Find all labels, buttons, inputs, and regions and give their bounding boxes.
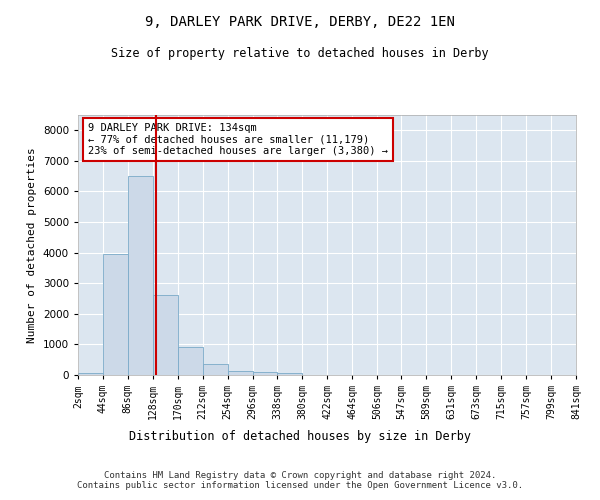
Bar <box>78 374 103 375</box>
Bar <box>153 296 178 375</box>
Text: Contains HM Land Registry data © Crown copyright and database right 2024.
Contai: Contains HM Land Registry data © Crown c… <box>77 470 523 490</box>
Bar <box>227 372 253 375</box>
Bar <box>178 348 203 375</box>
Text: 9, DARLEY PARK DRIVE, DERBY, DE22 1EN: 9, DARLEY PARK DRIVE, DERBY, DE22 1EN <box>145 15 455 29</box>
Text: Size of property relative to detached houses in Derby: Size of property relative to detached ho… <box>111 48 489 60</box>
Bar <box>128 176 153 375</box>
Bar <box>103 254 128 375</box>
Text: Distribution of detached houses by size in Derby: Distribution of detached houses by size … <box>129 430 471 443</box>
Bar <box>277 373 302 375</box>
Y-axis label: Number of detached properties: Number of detached properties <box>27 147 37 343</box>
Bar <box>253 372 277 375</box>
Bar <box>203 364 227 375</box>
Text: 9 DARLEY PARK DRIVE: 134sqm
← 77% of detached houses are smaller (11,179)
23% of: 9 DARLEY PARK DRIVE: 134sqm ← 77% of det… <box>88 123 388 156</box>
